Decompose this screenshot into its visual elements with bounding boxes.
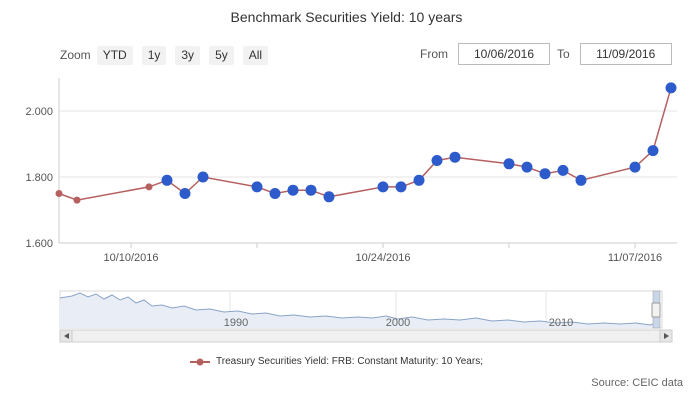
zoom-1y-button[interactable]: 1y [141, 45, 167, 65]
data-point[interactable] [395, 181, 407, 193]
data-point[interactable] [287, 184, 299, 196]
data-point[interactable] [521, 161, 533, 173]
navigator: 1990 2000 2010 [59, 290, 673, 343]
data-point[interactable] [557, 164, 569, 176]
data-point[interactable] [145, 183, 153, 191]
scroll-right-icon [664, 333, 669, 339]
zoom-5y-button[interactable]: 5y [209, 45, 234, 65]
source-note: Source: CEIC data [591, 377, 683, 389]
zoom-label: Zoom [60, 48, 91, 62]
navigator-area [60, 293, 656, 328]
data-point[interactable] [305, 184, 317, 196]
data-point[interactable] [431, 155, 443, 166]
zoom-all-button[interactable]: All [242, 45, 269, 65]
x-tick-label: 10/10/2016 [103, 252, 158, 264]
data-point[interactable] [449, 151, 461, 163]
legend-label: Treasury Securities Yield: FRB: Constant… [216, 356, 483, 367]
zoom-ytd-button[interactable]: YTD [96, 45, 133, 65]
data-point[interactable] [377, 181, 389, 193]
zoom-3y-button[interactable]: 3y [175, 45, 201, 65]
legend[interactable]: Treasury Securities Yield: FRB: Constant… [190, 356, 483, 367]
chart-title: Benchmark Securities Yield: 10 years [230, 9, 463, 25]
scrollbar-track[interactable] [59, 329, 673, 343]
data-point[interactable] [197, 171, 209, 183]
data-point[interactable] [55, 190, 63, 197]
data-point[interactable] [161, 174, 173, 186]
y-tick-label: 1.600 [25, 238, 53, 250]
data-point[interactable] [629, 161, 641, 173]
navigator-line [59, 292, 657, 326]
data-point[interactable] [269, 188, 281, 199]
to-label: To [557, 47, 570, 61]
data-point[interactable] [575, 174, 587, 186]
from-label: From [420, 47, 448, 61]
data-point[interactable] [503, 158, 515, 170]
range-to: To 11/09/2016 [557, 43, 672, 65]
data-point[interactable] [647, 145, 659, 157]
y-tick-label: 1.800 [25, 172, 53, 184]
scroll-left-icon [64, 333, 69, 339]
navigator-year-label: 2000 [386, 317, 410, 329]
zoom-bar: Zoom YTD 1y 3y 5y All [60, 45, 277, 65]
x-tick-label: 11/07/2016 [608, 252, 662, 264]
x-tick-label: 10/24/2016 [355, 252, 410, 264]
data-point[interactable] [179, 188, 191, 199]
navigator-handle[interactable] [651, 302, 661, 318]
axes: 1.600 1.800 2.000 10/10/2016 10/24/2016 11/07… [25, 78, 677, 264]
data-point[interactable] [251, 181, 263, 193]
navigator-year-label: 1990 [224, 317, 248, 329]
data-point[interactable] [413, 174, 425, 186]
data-point[interactable] [323, 191, 335, 203]
series-group [55, 82, 677, 204]
legend-line-icon [190, 358, 210, 365]
data-point[interactable] [539, 168, 551, 180]
y-tick-label: 2.000 [25, 106, 53, 118]
data-point[interactable] [665, 82, 677, 94]
range-from: From 10/06/2016 [420, 43, 550, 65]
data-point[interactable] [73, 196, 81, 204]
to-date-input[interactable]: 11/09/2016 [579, 43, 672, 65]
from-date-input[interactable]: 10/06/2016 [458, 43, 550, 65]
navigator-year-label: 2010 [549, 317, 573, 329]
